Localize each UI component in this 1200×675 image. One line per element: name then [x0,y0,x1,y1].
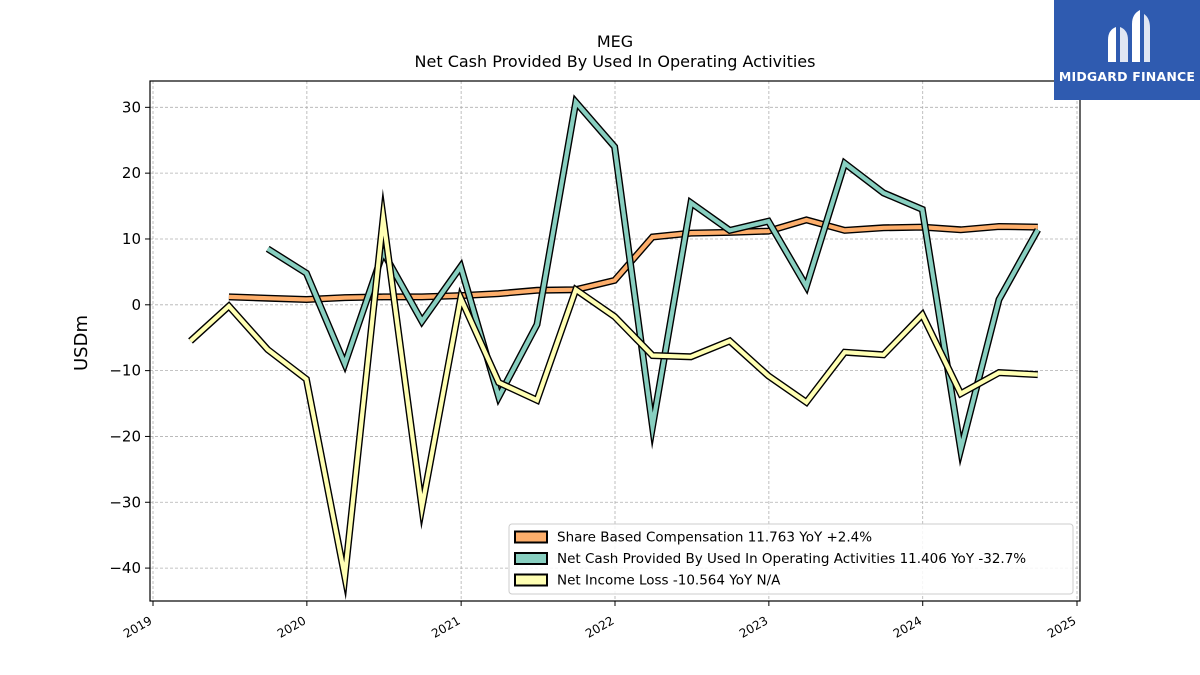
chart-title: MEG [597,32,633,51]
x-tick-label: 2022 [583,613,616,640]
y-tick-label: −30 [109,493,141,511]
y-tick-label: 0 [131,296,141,314]
series-lines [188,94,1041,601]
logo-mark-icon [1108,10,1150,62]
chart-subtitle: Net Cash Provided By Used In Operating A… [415,52,816,71]
y-tick-label: 10 [122,230,141,248]
series-line-outline [265,94,1041,467]
legend-label: Net Cash Provided By Used In Operating A… [557,551,1026,567]
y-tick-label: −20 [109,427,141,445]
legend-label: Share Based Compensation 11.763 YoY +2.4… [557,530,872,546]
x-tick-label: 2025 [1045,613,1078,640]
y-tick-label: −40 [109,559,141,577]
x-tick-label: 2024 [891,613,924,640]
series-line-outline [188,188,1038,601]
legend-swatch [514,573,548,587]
midgard-finance-logo: MIDGARD FINANCE [1054,0,1200,100]
legend-label: Net Income Loss -10.564 YoY N/A [557,573,781,589]
y-tick-label: 30 [122,98,141,116]
y-tick-label: −10 [109,362,141,380]
series-line [189,200,1038,591]
x-tick-label: 2019 [121,613,154,640]
x-tick-label: 2020 [275,613,308,640]
logo-text: MIDGARD FINANCE [1058,69,1196,84]
legend-box [508,523,1074,595]
series-line [266,97,1040,460]
series-line [228,217,1038,302]
y-axis-label: USDm [71,315,92,371]
x-tick-label: 2021 [429,613,462,640]
legend: Share Based Compensation 11.763 YoY +2.4… [508,523,1074,595]
x-tick-label: 2023 [737,613,770,640]
legend-swatch [514,530,548,544]
y-tick-label: 20 [122,164,141,182]
legend-swatch [514,552,548,565]
